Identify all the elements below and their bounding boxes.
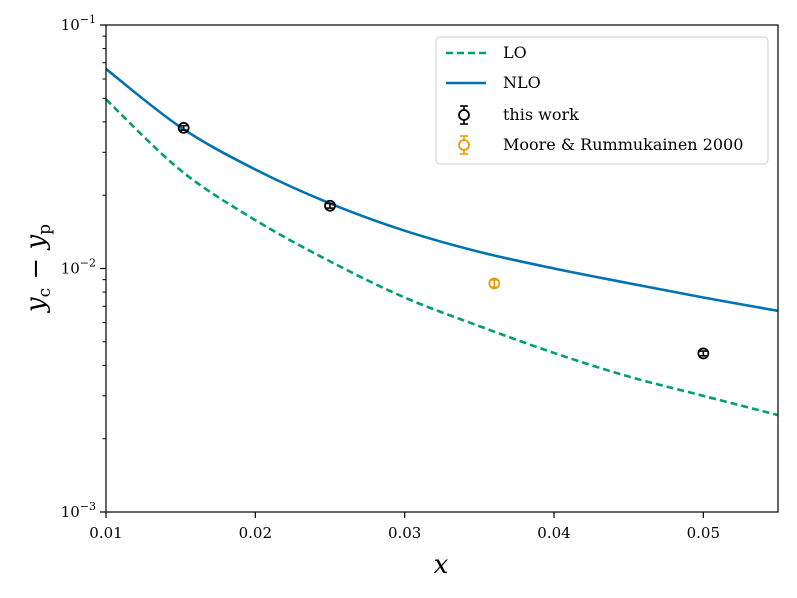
y-tick-label-exp-2: −3 [80,500,96,513]
y-axis-title-y2: y [21,235,51,251]
legend-label-moore-rummukainen-2000: Moore & Rummukainen 2000 [503,135,743,154]
y-axis-title-sub-c: c [35,288,55,298]
y-tick-label-2: 10−3 [61,500,96,521]
series-lo-line [106,98,778,417]
y-tick-label-base-2: 10 [61,503,80,521]
x-tick-label-4: 0.05 [687,524,720,542]
series-this-work-point-1 [324,199,336,212]
y-tick-label-base-1: 10 [61,260,80,278]
series-nlo-line [106,67,778,313]
y-axis-title-minus: − [21,250,51,288]
x-tick-label-3: 0.04 [537,524,570,542]
x-axis-title: x [434,550,449,580]
x-tick-label-0: 0.01 [89,524,122,542]
y-tick-label-0: 10−1 [61,13,96,34]
series-moore-rummukainen-2000-point-0 [488,277,501,290]
legend-label-nlo: NLO [503,73,541,92]
y-tick-label-exp-1: −2 [80,257,96,270]
y-axis-title-sub-p: p [35,224,55,235]
legend-items: LO NLO this work Moore & Rummukainen 2000 [446,43,743,155]
series-this-work-point-0 [177,121,190,134]
legend-label-lo: LO [503,43,527,62]
x-tick-label-1: 0.02 [239,524,272,542]
y-tick-label-base-0: 10 [61,16,80,34]
data-layer [106,67,778,417]
y-axis-title: yc − yp [21,224,55,313]
legend-label-this-work: this work [503,105,579,124]
y-tick-label-1: 10−2 [61,257,96,278]
x-tick-label-2: 0.03 [388,524,421,542]
legend-box [435,36,769,165]
series-this-work-point-2 [697,347,710,360]
legend-swatch-moore-rummukainen-2000-marker [458,139,470,151]
y-tick-label-exp-0: −1 [80,13,96,26]
legend: LO NLO this work Moore & Rummukainen 2000 [435,36,769,165]
legend-swatch-this-work-marker [458,109,470,121]
y-axis-title-y1: y [21,297,51,313]
